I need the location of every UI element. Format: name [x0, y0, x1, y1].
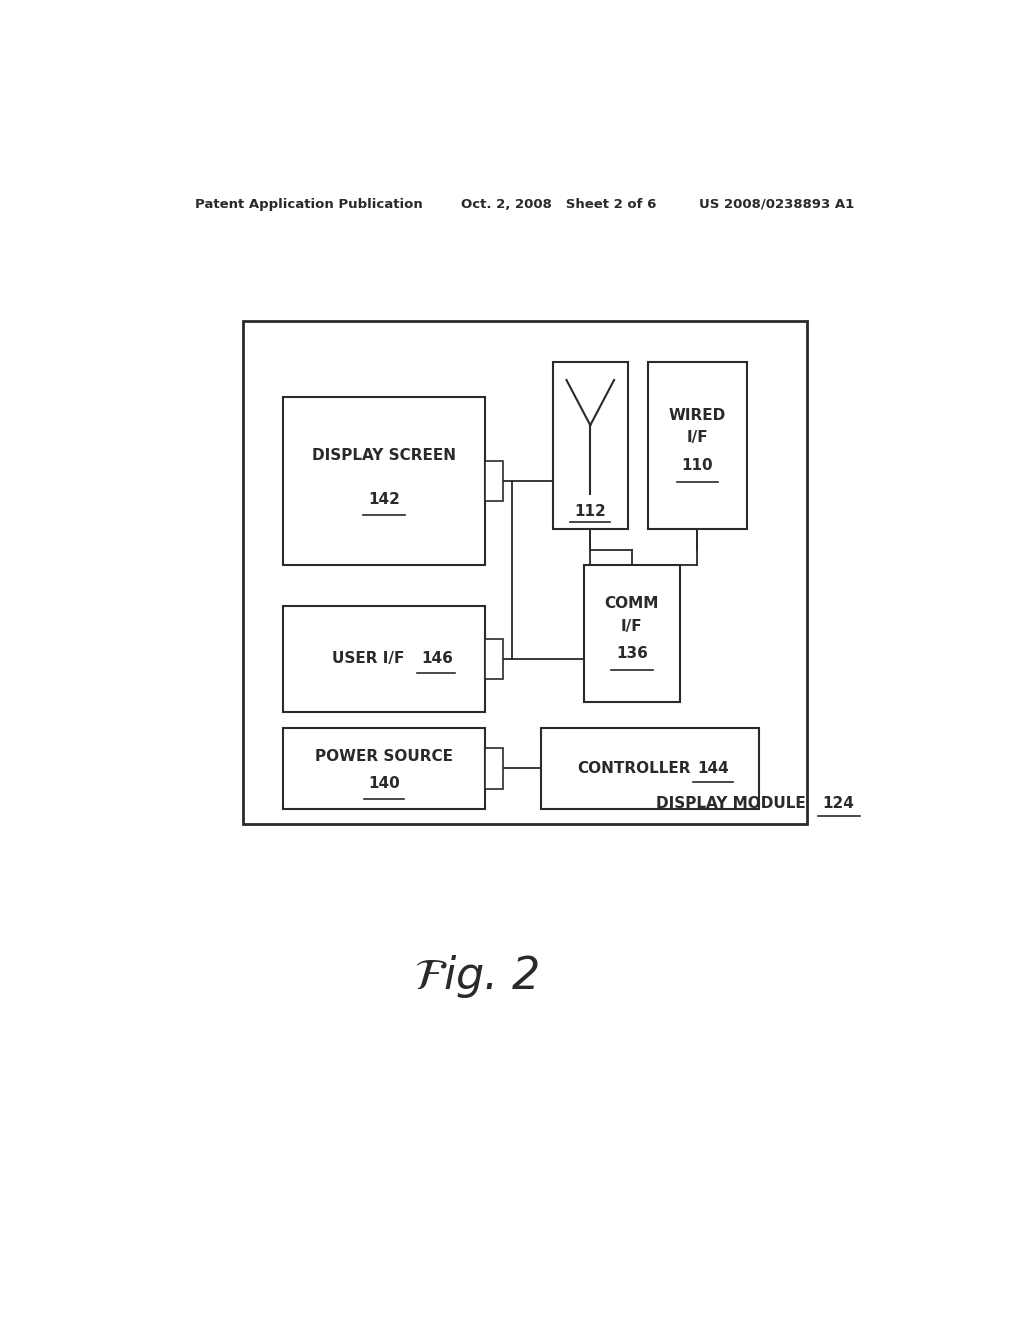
- Bar: [585, 565, 680, 702]
- Text: 146: 146: [421, 652, 453, 667]
- Text: I/F: I/F: [687, 430, 709, 445]
- Text: 110: 110: [682, 458, 714, 474]
- Text: 124: 124: [822, 796, 854, 812]
- Text: I/F: I/F: [622, 619, 643, 634]
- Text: WIRED: WIRED: [669, 408, 726, 422]
- Bar: [283, 727, 485, 809]
- Bar: [485, 461, 503, 502]
- Text: 136: 136: [616, 647, 648, 661]
- Bar: [283, 397, 485, 565]
- Text: 112: 112: [574, 504, 606, 519]
- Bar: [283, 606, 485, 713]
- Text: 140: 140: [368, 776, 399, 791]
- Text: Oct. 2, 2008   Sheet 2 of 6: Oct. 2, 2008 Sheet 2 of 6: [461, 198, 656, 211]
- Text: 142: 142: [368, 492, 400, 507]
- Bar: [243, 321, 807, 824]
- Text: CONTROLLER: CONTROLLER: [578, 760, 690, 776]
- Text: $\mathcal{F}$ig. 2: $\mathcal{F}$ig. 2: [414, 953, 540, 1001]
- Text: DISPLAY SCREEN: DISPLAY SCREEN: [312, 449, 456, 463]
- Text: Patent Application Publication: Patent Application Publication: [196, 198, 423, 211]
- Text: POWER SOURCE: POWER SOURCE: [315, 748, 453, 763]
- Bar: [485, 639, 503, 680]
- Text: DISPLAY MODULE: DISPLAY MODULE: [656, 796, 806, 812]
- Bar: [648, 362, 748, 529]
- Bar: [553, 362, 628, 529]
- Text: USER I/F: USER I/F: [332, 652, 404, 667]
- Text: 144: 144: [697, 760, 729, 776]
- Text: COMM: COMM: [605, 595, 659, 611]
- Bar: [541, 727, 759, 809]
- Text: US 2008/0238893 A1: US 2008/0238893 A1: [699, 198, 855, 211]
- Bar: [485, 748, 503, 788]
